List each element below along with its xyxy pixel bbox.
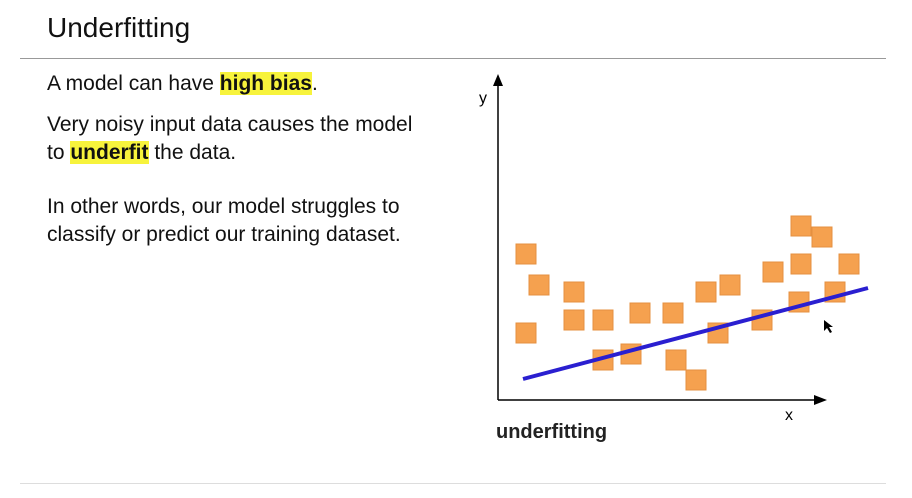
y-axis-label: y <box>479 90 487 107</box>
text: In other words, our model struggles to <box>47 195 400 218</box>
text: Very noisy input data causes the model <box>47 113 413 136</box>
x-axis-label: x <box>785 407 793 424</box>
data-point <box>665 349 687 371</box>
data-point <box>515 322 537 344</box>
data-point <box>662 302 684 324</box>
paragraph: Very noisy input data causes the model <box>47 113 412 137</box>
highlight-text: underfit <box>70 141 149 164</box>
data-point <box>629 302 651 324</box>
text: to <box>47 141 71 164</box>
data-point <box>838 253 860 275</box>
text: classify or predict our training dataset… <box>47 223 401 246</box>
paragraph: A model can have high bias. <box>47 72 318 96</box>
text: A model can have <box>47 72 220 95</box>
data-point <box>592 309 614 331</box>
y-axis-arrow <box>493 74 503 86</box>
data-point <box>811 226 833 248</box>
data-point <box>563 309 585 331</box>
data-point <box>790 253 812 275</box>
paragraph: to underfit the data. <box>47 141 236 165</box>
data-point <box>528 274 550 296</box>
fit-line <box>522 286 869 381</box>
text: the data. <box>148 141 237 164</box>
divider <box>20 483 886 484</box>
cursor <box>824 320 833 333</box>
x-axis-arrow <box>814 395 827 405</box>
data-point <box>790 215 812 237</box>
slide-title: Underfitting <box>47 12 191 43</box>
paragraph: In other words, our model struggles to <box>47 195 400 219</box>
data-point <box>563 281 585 303</box>
data-point <box>695 281 717 303</box>
data-point <box>762 261 784 283</box>
caption: underfitting <box>496 421 607 443</box>
points <box>515 215 860 391</box>
data-point <box>685 369 707 391</box>
divider <box>20 58 886 59</box>
text: . <box>311 72 318 95</box>
paragraph: classify or predict our training dataset… <box>47 223 401 247</box>
data-point <box>515 243 537 265</box>
highlight-text: high bias <box>219 72 312 95</box>
data-point <box>719 274 741 296</box>
